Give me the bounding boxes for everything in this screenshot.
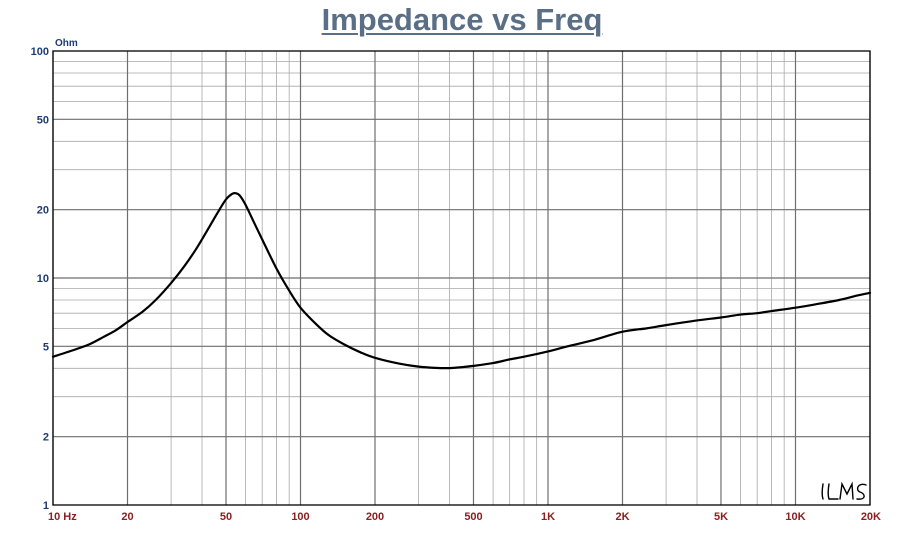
- x-axis-ticks: 10 Hz 20 50 100 200 500 1K 2K 5K 10K 20K: [48, 511, 881, 523]
- lms-watermark: [821, 481, 867, 500]
- y-tick-label: 2: [43, 432, 49, 444]
- x-tick-label: 100: [291, 511, 309, 523]
- plot-frame: [52, 50, 871, 506]
- y-tick-label: 50: [37, 114, 49, 126]
- y-tick-label: 5: [43, 341, 49, 353]
- y-tick-label: 10: [37, 273, 49, 285]
- x-tick-label: 5K: [714, 511, 728, 523]
- y-tick-label: 20: [37, 205, 49, 217]
- x-tick-label: 20K: [861, 511, 881, 523]
- x-tick-label: 500: [464, 511, 482, 523]
- x-tick-label: 10 Hz: [48, 511, 77, 523]
- y-tick-label: 1: [43, 500, 49, 512]
- x-tick-label: 10K: [785, 511, 805, 523]
- x-tick-label: 2K: [615, 511, 629, 523]
- x-tick-label: 200: [366, 511, 384, 523]
- y-axis-unit-label: Ohm: [55, 38, 78, 49]
- x-tick-label: 20: [121, 511, 133, 523]
- x-tick-label: 1K: [541, 511, 555, 523]
- y-tick-label: 100: [31, 46, 49, 58]
- chart-title: Impedance vs Freq: [321, 2, 603, 37]
- impedance-curve: [51, 191, 872, 370]
- y-axis-ticks: 1 2 5 10 20 50 100: [31, 46, 49, 512]
- x-tick-label: 50: [220, 511, 232, 523]
